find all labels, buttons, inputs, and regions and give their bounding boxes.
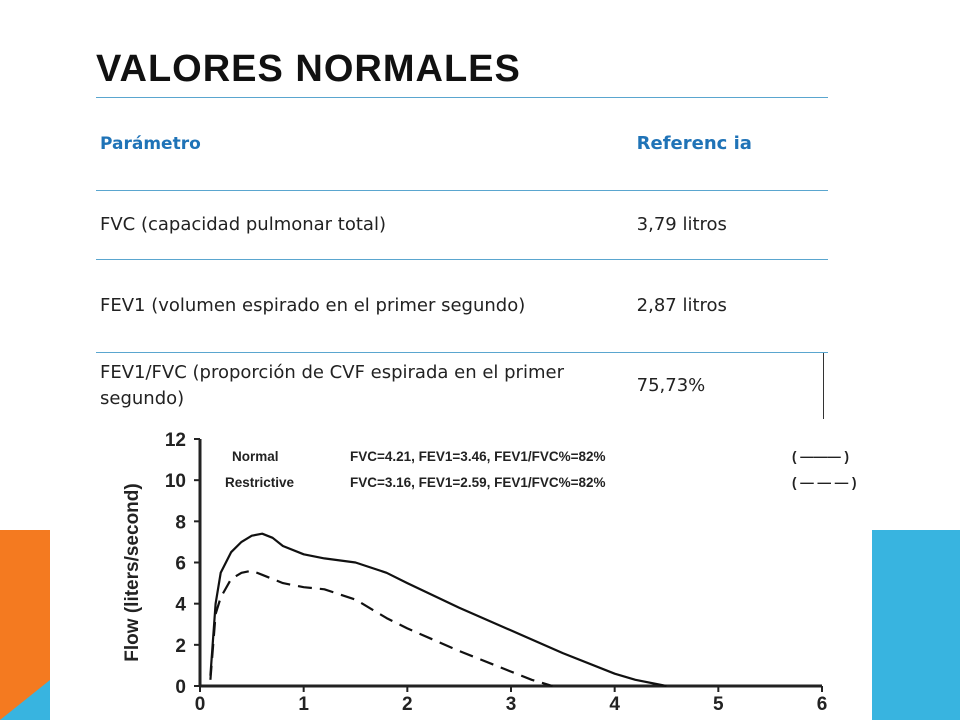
x-tick-label: 6 xyxy=(817,694,828,715)
x-tick-label: 2 xyxy=(402,694,413,715)
header-parametro: Parámetro xyxy=(96,98,633,191)
legend-stats-normal: FVC=4.21, FEV1=3.46, FEV1/FVC%=82% xyxy=(350,449,606,464)
table-header-row: Parámetro Referenc ia xyxy=(96,98,828,191)
table-row: FVC (capacidad pulmonar total) 3,79 litr… xyxy=(96,190,828,260)
legend-stats-restrictive: FVC=3.16, FEV1=2.59, FEV1/FVC%=82% xyxy=(350,475,606,490)
header-referencia: Referenc ia xyxy=(632,98,824,191)
slide-title: VALORES NORMALES xyxy=(96,48,521,90)
blue-accent-bar xyxy=(872,530,960,720)
series-line-restrictive xyxy=(209,569,553,688)
table-row: FEV1/FVC (proporción de CVF espirada en … xyxy=(96,352,829,420)
row-fev1-param: FEV1 (volumen espirado en el primer segu… xyxy=(96,259,633,353)
row-fvc-param: FVC (capacidad pulmonar total) xyxy=(96,190,633,260)
y-tick-label: 12 xyxy=(165,430,186,451)
row-fev1-ref: 2,87 litros xyxy=(632,259,824,353)
x-tick-label: 5 xyxy=(713,694,724,715)
x-tick-label: 4 xyxy=(609,694,620,715)
x-tick-label: 0 xyxy=(195,694,206,715)
y-tick-label: 0 xyxy=(175,677,186,698)
row-ratio-param: FEV1/FVC (proporción de CVF espirada en … xyxy=(100,362,564,409)
title-divider xyxy=(96,97,828,98)
row-fvc-ref: 3,79 litros xyxy=(632,190,824,260)
row-ratio-ref: 75,73% xyxy=(632,352,824,419)
x-tick-label: 1 xyxy=(298,694,309,715)
reference-values-table: Parámetro Referenc ia FVC (capacidad pul… xyxy=(96,98,828,419)
series-line-normal xyxy=(209,532,667,688)
blue-corner-triangle xyxy=(0,680,50,720)
legend-label-restrictive: Restrictive xyxy=(225,475,295,490)
row-fvc-empty xyxy=(823,190,828,260)
legend-label-normal: Normal xyxy=(232,449,279,464)
legend-marker-restrictive: ( — — — ) xyxy=(792,475,857,490)
table-row: FEV1 (volumen espirado en el primer segu… xyxy=(96,259,828,353)
y-tick-label: 2 xyxy=(175,636,186,657)
row-ratio-empty xyxy=(824,353,829,420)
x-tick-label: 3 xyxy=(506,694,517,715)
y-tick-label: 4 xyxy=(175,595,186,616)
flow-volume-chart: 0 2 4 6 8 10 12 0 1 2 3 4 5 6 Flow (liters/second) Norm… xyxy=(50,423,872,720)
y-axis-label: Flow (liters/second) xyxy=(122,483,143,661)
row-fev1-empty xyxy=(823,259,828,353)
y-tick-label: 8 xyxy=(175,512,186,533)
legend-marker-normal: ( ——— ) xyxy=(792,449,849,464)
header-empty-cell xyxy=(823,98,828,191)
y-tick-label: 6 xyxy=(175,554,186,575)
y-tick-label: 10 xyxy=(165,471,186,492)
